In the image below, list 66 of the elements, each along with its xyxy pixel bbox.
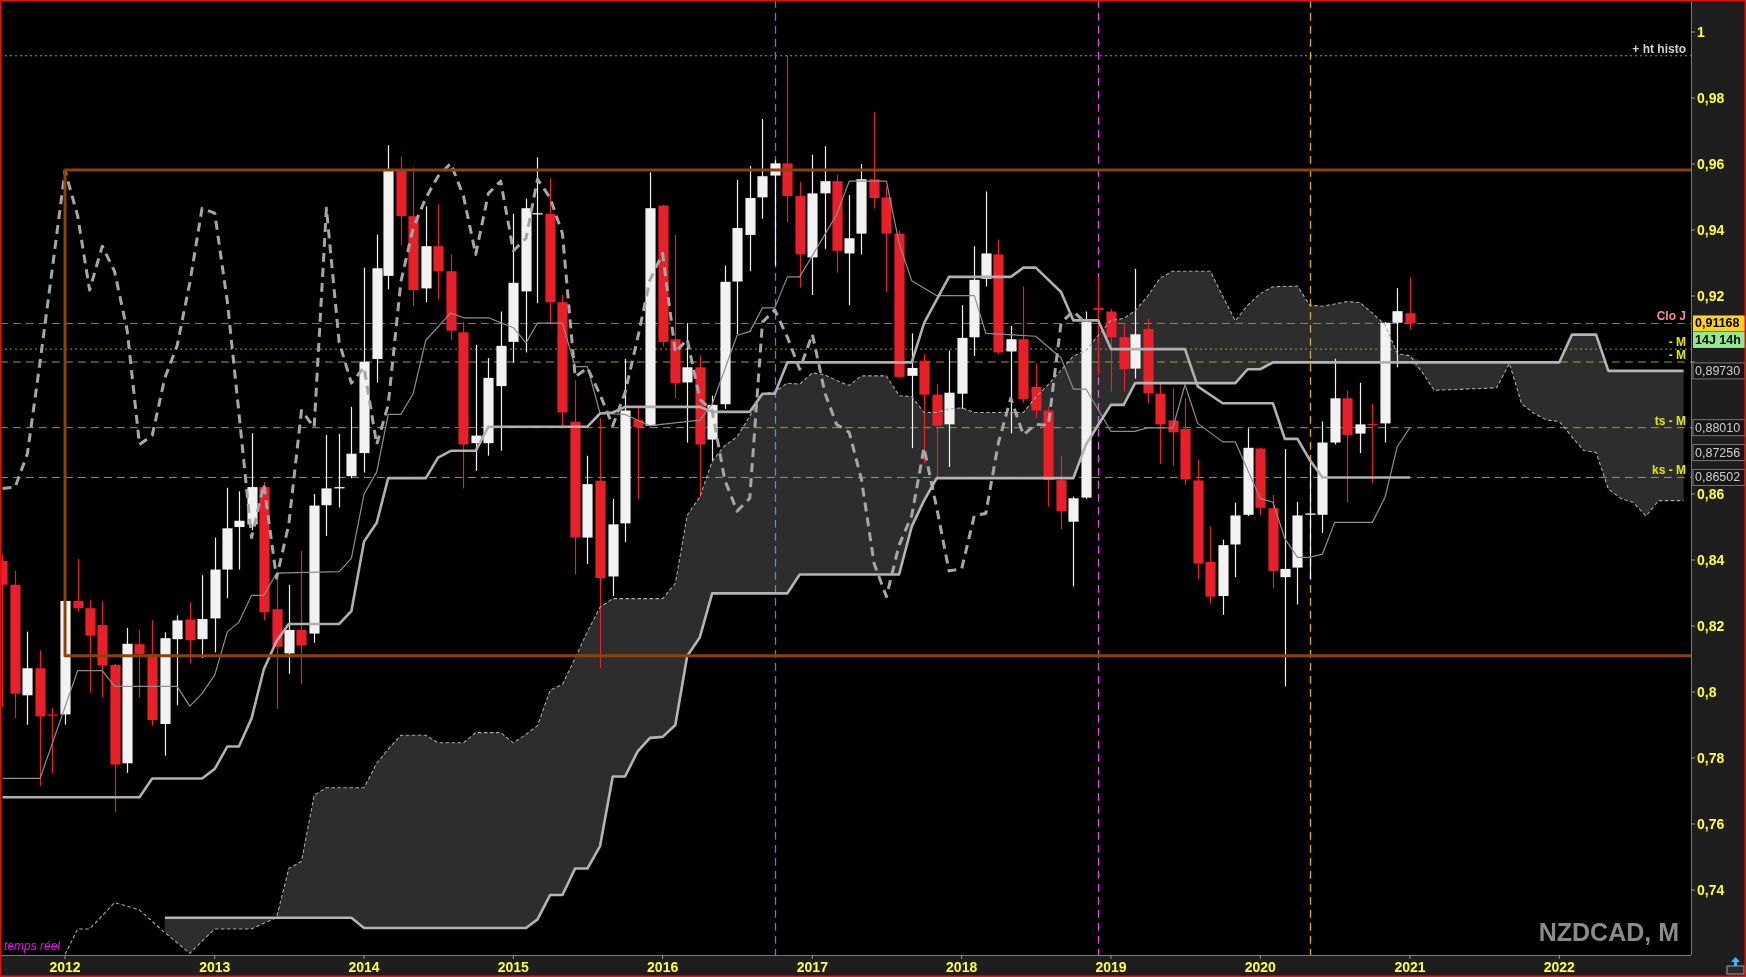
y2-tick-label: 0,88010 [1695, 420, 1741, 435]
y-tick-label: 0,98 [1697, 90, 1725, 107]
x-tick-label: 2018 [946, 959, 978, 975]
y-tick-label: 0,74 [1697, 881, 1725, 898]
candlestick [907, 332, 918, 449]
y-tick-label: 0,92 [1697, 288, 1725, 304]
candlestick [1031, 363, 1042, 419]
candlestick [1392, 287, 1403, 368]
y-tick-label: 0,78 [1697, 749, 1725, 766]
y-tick-label: 0,8 [1697, 684, 1717, 700]
candlestick [346, 406, 357, 479]
y-tick-label: 0,76 [1697, 815, 1725, 832]
annotation: temps réel [4, 939, 61, 953]
price-tag: 0,87256 [1692, 444, 1746, 462]
y-tick-label: 1 [1697, 24, 1705, 41]
candlestick [1405, 276, 1416, 330]
candlestick [1093, 276, 1104, 376]
price-tag: 0,86502 [1692, 468, 1746, 486]
ref-line-label: - M [1668, 335, 1686, 350]
ref-line-label: Clo J [1656, 309, 1686, 324]
ref-line-label: ts - M [1654, 413, 1686, 428]
candlestick [185, 601, 196, 665]
x-tick-label: 2016 [647, 959, 679, 975]
x-tick-label: 2013 [199, 959, 231, 975]
y-tick-label: 0,86 [1697, 486, 1725, 502]
candlestick [633, 406, 644, 500]
ref-line-label: - M [1668, 348, 1686, 362]
candlestick [844, 194, 855, 306]
price-tag: 0,89730 [1692, 362, 1746, 380]
y-tick-label: 0,82 [1697, 618, 1725, 634]
candlestick [296, 550, 307, 685]
candlestick [1068, 496, 1079, 587]
candlestick [1355, 382, 1366, 454]
price-tag: 0,88010 [1692, 419, 1746, 437]
y-tick-label: 0,94 [1697, 222, 1725, 239]
candlestick [73, 558, 84, 613]
candlestick [134, 629, 145, 699]
x-tick-label: 2014 [348, 959, 380, 975]
y-tick-label: 0,84 [1697, 552, 1725, 568]
y2-tick-label: 0,86502 [1695, 470, 1741, 485]
y2-tick-label: 0,89730 [1695, 363, 1741, 378]
x-tick-label: 2017 [796, 959, 829, 975]
y2-tick-label: 0,87256 [1695, 445, 1741, 460]
y2-tick-label: 0,91168 [1695, 316, 1740, 331]
candlestick [284, 584, 295, 675]
x-tick-label: 2015 [497, 959, 530, 975]
candlestick [321, 434, 332, 537]
candlestick [1006, 325, 1017, 434]
price-tag: 0,91168 [1693, 315, 1745, 332]
candlestick [682, 322, 693, 444]
ref-line-label: + ht histo [1632, 41, 1686, 56]
ref-line-label: ks - M [1651, 463, 1686, 478]
x-tick-label: 2021 [1394, 959, 1426, 975]
x-tick-label: 2019 [1095, 959, 1127, 975]
candlestick [820, 145, 831, 250]
candlestick [1367, 403, 1378, 484]
candlestick [234, 490, 245, 571]
x-tick-label: 2020 [1244, 959, 1277, 975]
y-tick-label: 0,96 [1697, 156, 1725, 173]
candlestick [197, 574, 208, 659]
text: NZDCAD, M [1538, 918, 1679, 946]
x-tick-label: 2012 [49, 959, 81, 975]
line-series [1, 180, 1411, 780]
candlestick [757, 118, 768, 220]
candlestick [1280, 448, 1291, 687]
x-tick-label: 2022 [1543, 959, 1576, 975]
